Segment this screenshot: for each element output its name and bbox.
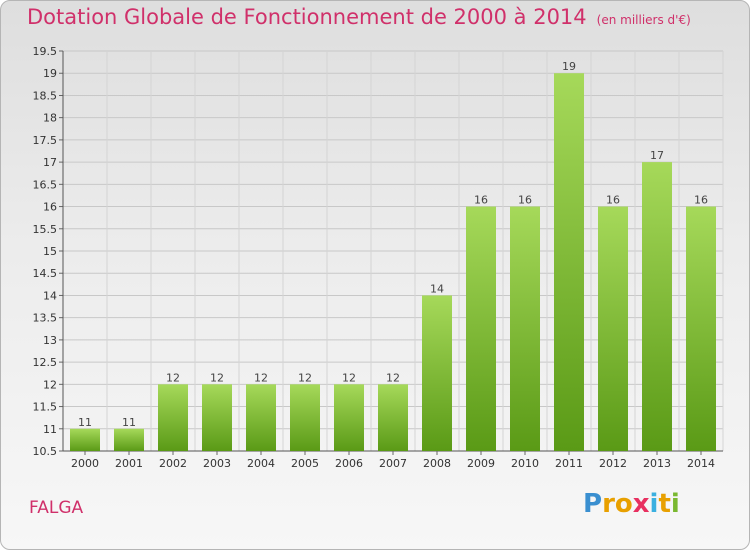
x-tick-labels: 2000 2001 2002 2003 2004 2005 2006 2007 2008 2009…	[71, 457, 715, 470]
bar	[334, 384, 364, 451]
bar	[202, 384, 232, 451]
y-tick-label: 11.5	[33, 401, 58, 414]
x-tick-label: 2011	[555, 457, 583, 470]
bar-value-label: 16	[694, 194, 708, 207]
bar-value-label: 11	[122, 416, 136, 429]
bar-value-label: 16	[474, 194, 488, 207]
x-tick-label: 2005	[291, 457, 319, 470]
bar	[158, 384, 188, 451]
x-tick-label: 2014	[687, 457, 715, 470]
y-tick-label: 19.5	[33, 45, 58, 58]
logo-letter: r	[602, 489, 615, 519]
y-tick-label: 17.5	[33, 134, 58, 147]
x-tick-label: 2007	[379, 457, 407, 470]
bar	[290, 384, 320, 451]
bar-value-label: 12	[166, 371, 180, 384]
y-tick-label: 19	[43, 67, 57, 80]
logo-letter: i	[649, 489, 659, 519]
x-tick-label: 2010	[511, 457, 539, 470]
y-tick-label: 15	[43, 245, 57, 258]
bar	[246, 384, 276, 451]
y-tick-label: 10.5	[33, 445, 58, 458]
bar-value-label: 16	[606, 194, 620, 207]
y-tick-label: 13.5	[33, 312, 58, 325]
x-tick-label: 2002	[159, 457, 187, 470]
logo-letter: i	[670, 489, 680, 519]
bar	[510, 206, 540, 451]
x-tick-label: 2012	[599, 457, 627, 470]
y-tick-label: 13	[43, 334, 57, 347]
commune-name: FALGA	[29, 498, 84, 518]
y-tick-label: 16.5	[33, 178, 58, 191]
logo-letter: x	[632, 489, 650, 519]
x-tick-label: 2008	[423, 457, 451, 470]
bar	[70, 428, 100, 451]
unit-note: (en milliers d'€)	[596, 13, 691, 27]
bar-value-label: 12	[210, 371, 224, 384]
logo-letter: P	[583, 489, 603, 519]
y-tick-label: 17	[43, 156, 57, 169]
bars	[70, 73, 716, 451]
logo-letter: o	[614, 489, 633, 519]
bar-value-label: 16	[518, 194, 532, 207]
bar-value-label: 12	[254, 371, 268, 384]
y-tick-label: 12	[43, 378, 57, 391]
bar	[686, 206, 716, 451]
y-tick-label: 18	[43, 112, 57, 125]
bar-value-label: 19	[562, 60, 576, 73]
x-tick-label: 2009	[467, 457, 495, 470]
y-tick-labels: 10.5 11 11.5 12 12.5 13 13.5 14 14.5 15 15.5 16 16.5…	[33, 45, 58, 458]
bar-value-label: 12	[298, 371, 312, 384]
bar	[642, 162, 672, 451]
logo-letter: t	[658, 489, 671, 519]
x-tick-label: 2013	[643, 457, 671, 470]
bar	[554, 73, 584, 451]
bar	[422, 295, 452, 451]
y-tick-label: 14.5	[33, 267, 58, 280]
bar	[378, 384, 408, 451]
x-tick-label: 2003	[203, 457, 231, 470]
x-tick-label: 2006	[335, 457, 363, 470]
y-tick-label: 11	[43, 423, 57, 436]
chart-title: Dotation Globale de Fonctionnement de 20…	[27, 5, 691, 29]
bar	[114, 428, 144, 451]
bar-value-label: 17	[650, 149, 664, 162]
bar	[466, 206, 496, 451]
x-tick-label: 2001	[115, 457, 143, 470]
bar-value-label: 11	[78, 416, 92, 429]
y-tick-label: 16	[43, 201, 57, 214]
bar-value-label: 14	[430, 282, 444, 295]
bar-value-labels: 11 11 12 12 12 12 12 12 14 16 16 19 16 17 16	[78, 60, 708, 429]
bar-value-label: 12	[342, 371, 356, 384]
y-tick-label: 18.5	[33, 89, 58, 102]
y-tick-label: 12.5	[33, 356, 58, 369]
bar	[598, 206, 628, 451]
proxiti-logo[interactable]: Proxiti	[583, 489, 680, 519]
title-text: Dotation Globale de Fonctionnement de 20…	[27, 5, 587, 29]
x-tick-label: 2004	[247, 457, 275, 470]
x-tick-label: 2000	[71, 457, 99, 470]
bar-value-label: 12	[386, 371, 400, 384]
y-tick-label: 15.5	[33, 223, 58, 236]
y-tick-label: 14	[43, 289, 57, 302]
